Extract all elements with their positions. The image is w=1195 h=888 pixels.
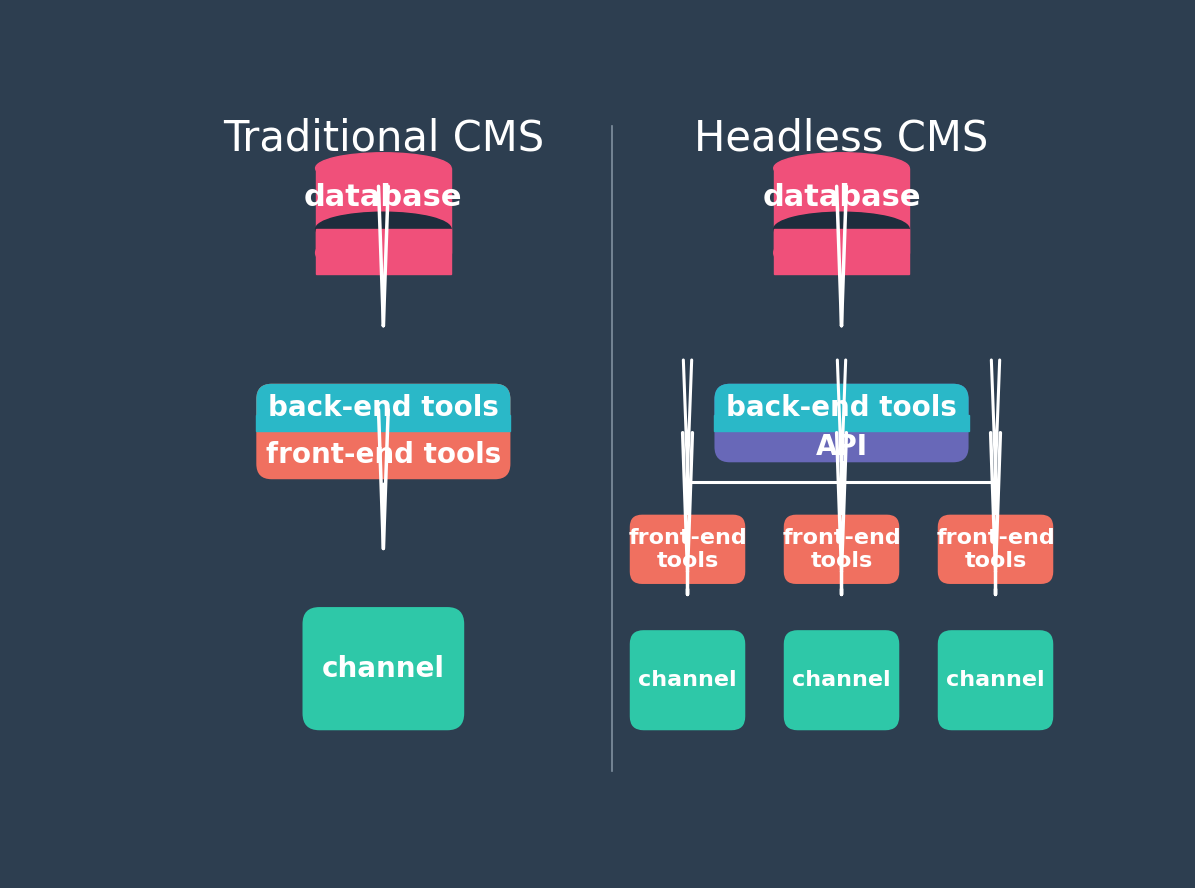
Text: front-end
tools: front-end tools [783,527,901,571]
FancyBboxPatch shape [715,384,969,432]
Ellipse shape [315,231,452,274]
Text: channel: channel [792,670,890,690]
Text: channel: channel [946,670,1044,690]
FancyBboxPatch shape [938,630,1053,730]
Text: channel: channel [638,670,737,690]
Text: Headless CMS: Headless CMS [694,118,988,160]
FancyBboxPatch shape [256,384,510,432]
Text: back-end tools: back-end tools [727,393,957,422]
Text: database: database [762,183,921,212]
Text: back-end tools: back-end tools [268,393,498,422]
Ellipse shape [773,153,909,184]
FancyBboxPatch shape [256,384,510,480]
Text: front-end
tools: front-end tools [629,527,747,571]
Text: database: database [304,183,462,212]
FancyBboxPatch shape [784,630,900,730]
Ellipse shape [773,231,909,274]
Bar [315,168,452,253]
Bar [773,229,909,274]
Text: channel: channel [321,654,445,683]
Bar [315,229,452,274]
FancyBboxPatch shape [630,515,746,584]
Bar [773,168,909,253]
FancyBboxPatch shape [784,515,900,584]
FancyBboxPatch shape [715,384,969,463]
Text: API: API [815,433,868,461]
Bar [256,415,510,432]
FancyBboxPatch shape [302,607,464,730]
Ellipse shape [773,212,909,246]
Text: front-end tools: front-end tools [265,441,501,470]
Text: front-end
tools: front-end tools [936,527,1055,571]
FancyBboxPatch shape [630,630,746,730]
Ellipse shape [315,212,452,246]
Ellipse shape [315,153,452,184]
Bar [715,415,969,432]
Text: Traditional CMS: Traditional CMS [222,118,544,160]
FancyBboxPatch shape [938,515,1053,584]
